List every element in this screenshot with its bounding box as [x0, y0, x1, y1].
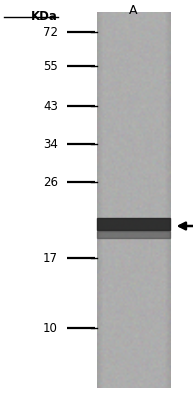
- Bar: [96, 218, 170, 230]
- Text: 10: 10: [43, 322, 58, 334]
- Text: 72: 72: [43, 26, 58, 38]
- Text: A: A: [129, 4, 137, 17]
- Text: 34: 34: [43, 138, 58, 150]
- Text: KDa: KDa: [31, 10, 58, 23]
- Text: 43: 43: [43, 100, 58, 112]
- Text: 55: 55: [43, 60, 58, 72]
- Bar: [96, 231, 170, 238]
- Text: 17: 17: [43, 252, 58, 264]
- Text: 26: 26: [43, 176, 58, 188]
